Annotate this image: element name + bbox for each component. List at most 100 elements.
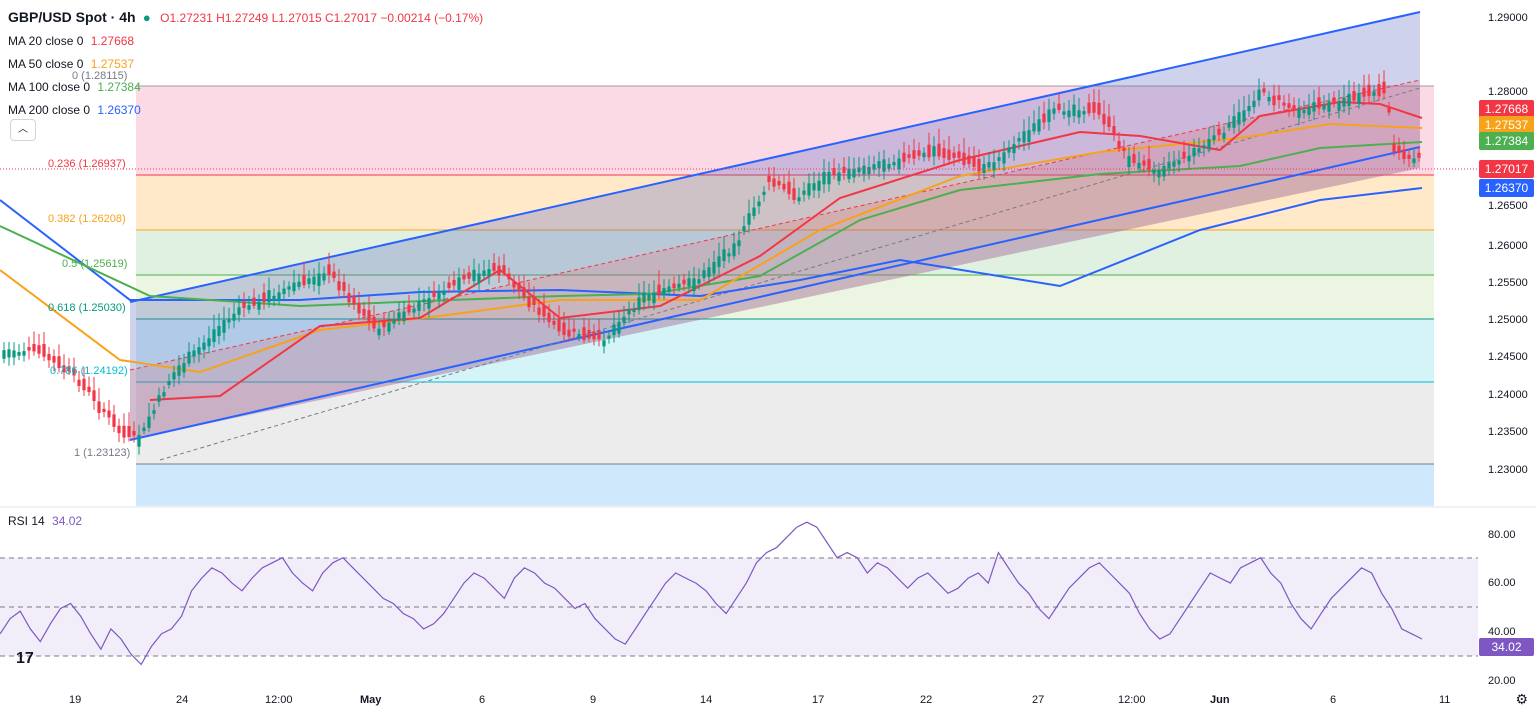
candle-body: [577, 333, 581, 337]
candle-body: [132, 430, 136, 436]
candle-body: [392, 319, 396, 324]
candle-body: [182, 363, 186, 373]
settings-gear-icon[interactable]: ⚙: [1515, 691, 1528, 707]
candle-body: [267, 290, 271, 303]
candle-body: [1302, 109, 1306, 114]
candle-body: [1332, 97, 1336, 103]
candle-body: [967, 155, 971, 164]
candle-body: [1257, 89, 1261, 101]
candle-body: [1337, 101, 1341, 111]
candle-body: [747, 213, 751, 225]
candle-body: [372, 316, 376, 329]
candle-body: [527, 296, 531, 308]
candle-body: [822, 172, 826, 185]
candle-body: [1292, 105, 1296, 110]
candle-body: [572, 328, 576, 332]
candle-body: [357, 303, 361, 314]
ma-legend-row[interactable]: MA 100 close 0 1.27384: [8, 76, 483, 99]
ma-legend-row[interactable]: MA 20 close 0 1.27668: [8, 30, 483, 53]
candle-body: [47, 353, 51, 361]
ma-legend-row[interactable]: MA 50 close 0 1.27537: [8, 53, 483, 76]
candle-body: [667, 286, 671, 292]
candle-body: [27, 347, 31, 351]
candle-body: [492, 262, 496, 271]
candle-body: [867, 166, 871, 175]
candle-body: [32, 343, 36, 352]
candle-body: [1322, 104, 1326, 110]
candle-body: [597, 330, 601, 340]
rsi-pane: 80.00 60.00 40.00 20.00: [0, 521, 1516, 687]
candle-body: [427, 298, 431, 309]
candle-body: [1022, 131, 1026, 143]
candle-body: [1067, 110, 1071, 118]
candle-body: [717, 256, 721, 267]
symbol-title[interactable]: GBP/USD Spot · 4h: [8, 9, 136, 25]
rsi-legend[interactable]: RSI 14 34.02: [8, 514, 82, 528]
candle-body: [1372, 91, 1376, 96]
candle-body: [352, 295, 356, 305]
ma50-price-label: 1.27537: [1479, 116, 1534, 134]
candle-body: [467, 272, 471, 279]
candle-body: [1072, 104, 1076, 117]
candle-body: [987, 161, 991, 168]
candle-body: [687, 278, 691, 287]
svg-text:12:00: 12:00: [1118, 694, 1146, 706]
candle-body: [982, 163, 986, 173]
candle-body: [142, 427, 146, 432]
ma-legend-row[interactable]: MA 200 close 0 1.26370: [8, 99, 483, 122]
candle-body: [442, 290, 446, 295]
candle-body: [842, 166, 846, 173]
rsi-label: RSI 14: [8, 514, 45, 528]
candle-body: [927, 144, 931, 158]
candle-body: [1312, 102, 1316, 112]
candle-body: [1402, 149, 1406, 159]
candle-body: [897, 158, 901, 170]
candle-body: [602, 340, 606, 347]
candle-body: [167, 381, 171, 385]
candle-body: [317, 273, 321, 286]
candle-body: [852, 169, 856, 178]
svg-text:20.00: 20.00: [1488, 675, 1516, 687]
candle-body: [412, 308, 416, 313]
candle-body: [1097, 102, 1101, 115]
ohlc-row: GBP/USD Spot · 4h ● O1.27231 H1.27249 L1…: [8, 6, 483, 30]
candle-body: [1042, 113, 1046, 123]
svg-text:1.24500: 1.24500: [1488, 351, 1528, 363]
candle-body: [972, 157, 976, 167]
candle-body: [212, 329, 216, 343]
candle-body: [657, 284, 661, 296]
close-value: C1.27017: [324, 11, 378, 25]
candle-body: [147, 416, 151, 428]
svg-text:1.25000: 1.25000: [1488, 314, 1528, 326]
candle-body: [197, 347, 201, 354]
candle-body: [87, 386, 91, 393]
svg-text:6: 6: [1330, 694, 1336, 706]
candle-body: [422, 299, 426, 303]
candle-body: [942, 148, 946, 158]
market-status-dot-icon: ●: [142, 10, 151, 25]
svg-text:80.00: 80.00: [1488, 529, 1516, 541]
candle-body: [302, 274, 306, 286]
candle-body: [172, 372, 176, 380]
candle-body: [1102, 113, 1106, 125]
tradingview-logo-icon: 17: [16, 650, 34, 667]
collapse-legend-button[interactable]: ︿: [10, 119, 36, 141]
candle-body: [797, 197, 801, 202]
candle-body: [677, 283, 681, 288]
candle-body: [152, 410, 156, 414]
candle-body: [1047, 109, 1051, 123]
candle-body: [112, 414, 116, 427]
candle-body: [892, 162, 896, 166]
candlestick-series: [2, 70, 1421, 455]
candle-body: [617, 321, 621, 334]
candle-body: [297, 281, 301, 287]
candle-body: [2, 350, 6, 359]
fib-label-1: 1 (1.23123): [74, 447, 131, 459]
candle-body: [612, 324, 616, 336]
candle-body: [1177, 160, 1181, 165]
candle-body: [992, 162, 996, 171]
candle-body: [837, 172, 841, 182]
candle-body: [1252, 100, 1256, 108]
candle-body: [562, 322, 566, 336]
